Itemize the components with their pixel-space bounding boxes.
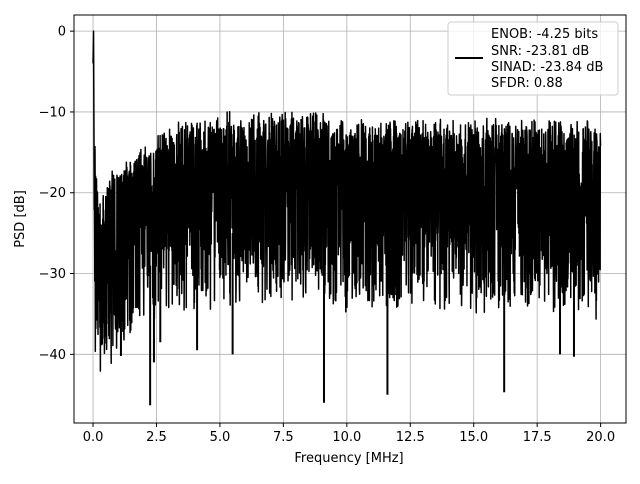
y-tick-label-2: −20 bbox=[39, 186, 66, 201]
x-tick-label-6: 15.0 bbox=[459, 430, 488, 445]
x-axis-ticks: 0.0 2.5 5.0 7.5 10.0 12.5 15.0 17.5 20.0 bbox=[83, 423, 615, 445]
x-axis-label: Frequency [MHz] bbox=[294, 451, 403, 466]
legend-line-sinad: SINAD: -23.84 dB bbox=[491, 60, 603, 75]
y-tick-label-4: −40 bbox=[39, 348, 66, 363]
x-tick-label-5: 12.5 bbox=[396, 430, 425, 445]
x-tick-label-1: 2.5 bbox=[146, 430, 167, 445]
y-tick-label-0: 0 bbox=[58, 25, 66, 40]
plot-area-frame bbox=[73, 14, 627, 424]
psd-line bbox=[92, 30, 602, 372]
legend: ENOB: -4.25 bits SNR: -23.81 dB SINAD: -… bbox=[447, 21, 619, 96]
x-tick-label-4: 10.0 bbox=[332, 430, 361, 445]
x-tick-label-7: 17.5 bbox=[523, 430, 552, 445]
legend-line-sfdr: SFDR: 0.88 bbox=[491, 76, 563, 91]
psd-dip-layer bbox=[119, 233, 575, 406]
x-tick-label-8: 20.0 bbox=[586, 430, 615, 445]
y-tick-label-1: −10 bbox=[39, 105, 66, 120]
x-tick-label-0: 0.0 bbox=[83, 430, 104, 445]
y-tick-label-3: −30 bbox=[39, 267, 66, 282]
legend-line-enob: ENOB: -4.25 bits bbox=[491, 27, 598, 42]
psd-line-layer bbox=[92, 30, 602, 372]
legend-box bbox=[447, 21, 619, 96]
y-axis-label: PSD [dB] bbox=[13, 190, 28, 248]
x-tick-label-3: 7.5 bbox=[273, 430, 294, 445]
legend-line-snr: SNR: -23.81 dB bbox=[491, 44, 589, 59]
x-tick-label-2: 5.0 bbox=[210, 430, 231, 445]
y-axis-ticks: 0 −10 −20 −30 −40 bbox=[39, 25, 74, 363]
